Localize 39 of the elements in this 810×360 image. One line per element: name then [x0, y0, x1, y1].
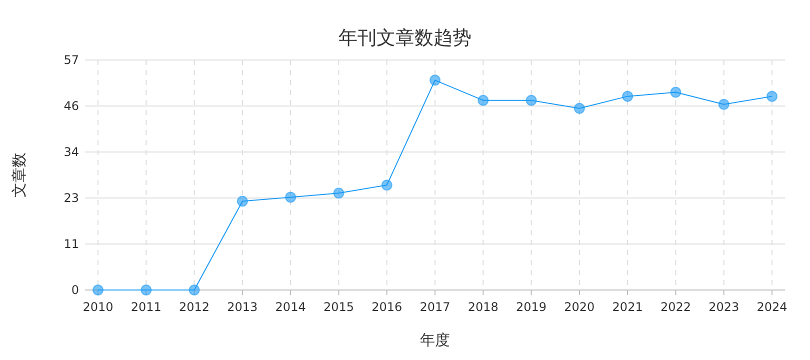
point — [670, 86, 682, 98]
chart-title: 年刊文章数趋势 — [338, 27, 472, 49]
y-axis-title: 文章数 — [10, 152, 28, 198]
y-tick-label: 0 — [71, 283, 79, 297]
x-tick-label: 2011 — [130, 300, 162, 314]
y-tick-label: 57 — [64, 53, 79, 67]
x-tick-label: 2012 — [179, 300, 210, 314]
point — [236, 196, 248, 207]
x-tick-label: 2015 — [323, 300, 354, 314]
x-tick-label: 2016 — [372, 300, 402, 314]
y-tick-label: 11 — [64, 237, 79, 251]
point — [622, 90, 634, 102]
x-tick-label: 2013 — [227, 300, 258, 314]
x-tick-label: 2010 — [82, 300, 114, 314]
x-tick-label: 2022 — [660, 300, 691, 314]
y-tick-label: 34 — [64, 145, 79, 159]
x-tick-label: 2018 — [468, 300, 498, 314]
x-tick-label: 2020 — [564, 300, 595, 314]
x-axis-title: 年度 — [420, 331, 450, 349]
point — [430, 74, 440, 86]
x-tick-label: 2024 — [756, 300, 788, 314]
x-tick-label: 2023 — [708, 300, 740, 314]
point — [285, 192, 296, 203]
point — [92, 284, 104, 296]
x-tick-label: 2021 — [612, 300, 643, 314]
point — [478, 94, 489, 106]
y-tick-label: 23 — [64, 191, 79, 205]
point — [381, 180, 392, 191]
x-tick-label: 2014 — [275, 300, 306, 314]
x-tick-label: 2017 — [420, 300, 450, 314]
point — [526, 94, 537, 106]
point — [333, 188, 344, 199]
point — [718, 98, 730, 110]
point — [188, 284, 200, 296]
x-tick-label: 2019 — [516, 300, 547, 314]
point — [574, 102, 585, 114]
y-tick-label: 46 — [64, 99, 79, 113]
point — [140, 284, 152, 296]
point — [766, 90, 778, 102]
